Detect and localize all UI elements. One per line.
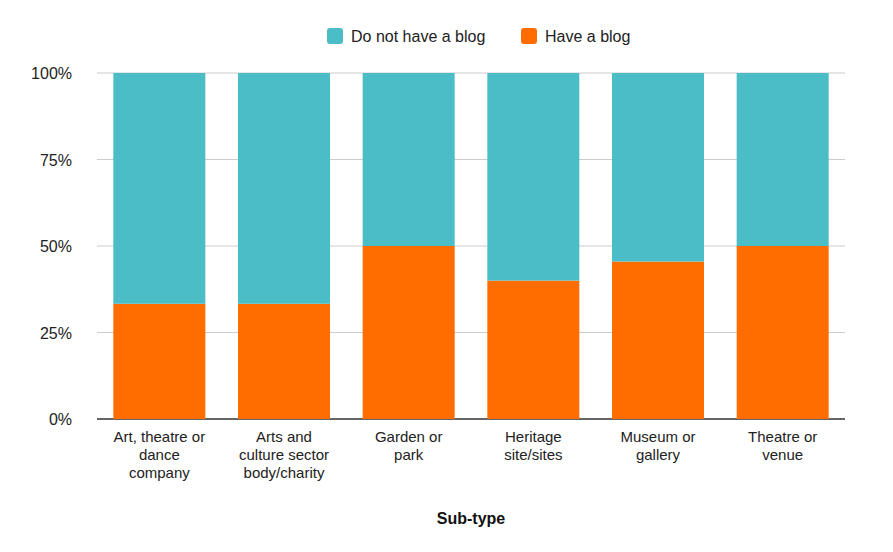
y-tick-label: 50% [40,238,72,255]
x-tick-label: Art, theatre ordancecompany [113,428,205,481]
bar [113,304,205,419]
x-axis-line [97,419,845,420]
bar [238,73,330,304]
bar [612,73,704,262]
x-tick-line: Theatre or [748,428,817,445]
y-tick-label: 0% [49,411,72,428]
x-tick-line: Heritage [505,428,562,445]
x-tick-line: dance [139,446,180,463]
x-tick-line: site/sites [504,446,562,463]
x-tick-label: Heritagesite/sites [504,428,562,463]
x-tick-line: body/charity [244,464,325,481]
chart: 0% 25% 50% 75% 100% Art, theatre ordancecompa… [0,0,893,552]
grid-line [97,246,845,247]
bar [363,246,455,419]
legend: Do not have a blog Have a blog [327,28,630,45]
x-tick-line: Art, theatre or [113,428,205,445]
bar [113,73,205,304]
x-tick-line: gallery [636,446,681,463]
x-tick-label: Garden orpark [375,428,443,463]
bar [737,73,829,246]
bar [737,246,829,419]
legend-label: Have a blog [545,28,630,45]
grid-line [97,419,845,420]
bars [113,73,828,419]
y-tick-label: 75% [40,152,72,169]
x-tick-label: Arts andculture sectorbody/charity [239,428,329,481]
x-tick-line: company [129,464,190,481]
grid-line [97,73,845,74]
grid-line [97,332,845,333]
y-tick-label: 100% [31,65,72,82]
x-axis-title: Sub-type [437,510,506,527]
bar [238,304,330,419]
x-tick-line: Arts and [256,428,312,445]
bar [612,262,704,419]
x-tick-line: park [394,446,424,463]
legend-swatch [327,28,343,44]
bar [487,73,579,281]
grid-line [97,159,845,160]
x-tick-line: Garden or [375,428,443,445]
legend-swatch [521,28,537,44]
x-tick-label: Theatre orvenue [748,428,817,463]
y-tick-label: 25% [40,325,72,342]
legend-label: Do not have a blog [351,28,485,45]
x-tick-line: culture sector [239,446,329,463]
bar [363,73,455,246]
x-tick-line: Museum or [620,428,695,445]
bar [487,281,579,419]
x-tick-label: Museum orgallery [620,428,695,463]
x-tick-line: venue [762,446,803,463]
